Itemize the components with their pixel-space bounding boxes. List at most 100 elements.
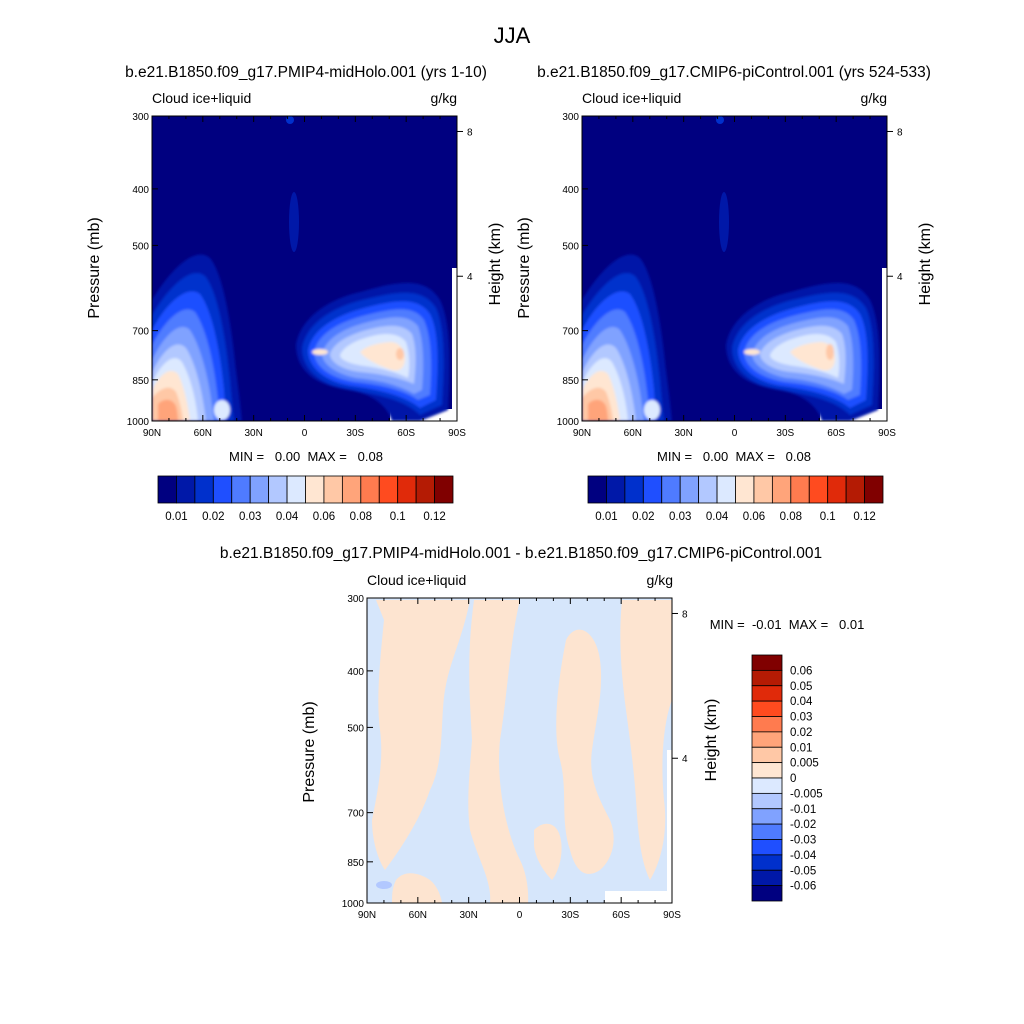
- panel-1-colorbar-label: 0.06: [313, 511, 335, 523]
- panel-1-colorbar-box: [378, 475, 399, 504]
- panel-3-x-tick-label: 90N: [358, 910, 376, 921]
- panel-1-sh-cloud-tongue: [312, 349, 328, 355]
- panel-2-colorbar-box: [864, 475, 884, 504]
- panel-2-y-axis: 300 400 500 700 850 1000 8 4: [557, 112, 903, 428]
- panel-3-colorbar-label: -0.005: [790, 788, 823, 800]
- panel-3-y-tick-label: 300: [347, 594, 364, 605]
- panel-3-colorbar-label: -0.01: [790, 804, 816, 816]
- panel-3-y-right-tick-label: 8: [682, 609, 688, 620]
- panel-2-variable-label: Cloud ice+liquid: [582, 90, 681, 106]
- panel-1-variable-label: Cloud ice+liquid: [152, 90, 251, 106]
- panel-3-y-tick-label: 1000: [342, 899, 365, 910]
- panel-1-colorbar-box: [434, 475, 454, 504]
- panel-2-x-tick-label: 60S: [827, 428, 845, 439]
- panel-3-colorbar-box: [751, 885, 783, 902]
- panel-2-colorbar-label: 0.12: [853, 511, 875, 523]
- panel-2-colorbar-box: [606, 475, 626, 504]
- panel-3-title: b.e21.B1850.f09_g17.PMIP4-midHolo.001 - …: [220, 545, 822, 562]
- panel-1-y-tick-label: 850: [132, 376, 149, 387]
- panel-1-x-tick-label: 60N: [194, 428, 212, 439]
- panel-1-colorbar-box: [194, 475, 214, 504]
- panel-3-field: [367, 598, 672, 903]
- panel-2-x-axis: 90N 60N 30N 0 30S 60S 90S: [573, 116, 896, 439]
- panel-1-sh-level-9: [396, 348, 404, 360]
- panel-2-sh-level-8: [790, 342, 835, 371]
- panel-3-colorbar-box: [751, 839, 783, 856]
- panel-3-x-tick-label: 90S: [663, 910, 681, 921]
- panel-1-colorbar-box: [286, 475, 306, 504]
- panel-1-nh-level-10: [158, 399, 178, 421]
- panel-2-colorbar-label: 0.01: [595, 511, 617, 523]
- panel-2-northern-low-cloud: [582, 254, 672, 421]
- panel-3-positive-region-3: [556, 629, 614, 874]
- panel-2-colorbar-box: [845, 475, 865, 504]
- panel-2-colorbar-box: [679, 475, 700, 504]
- panel-2-colorbar-box: [642, 475, 663, 504]
- panel-3-positive-region-4: [620, 600, 672, 880]
- panel-2-colorbar-box: [771, 475, 792, 504]
- panel-1-colorbar-box: [305, 475, 325, 504]
- panel-1-missing-region-right: [452, 268, 457, 421]
- panel-1-units-label: g/kg: [431, 90, 457, 106]
- panel-3-colorbar-label: 0.03: [790, 712, 812, 724]
- panel-1-x-tick-label: 0: [302, 428, 308, 439]
- panel-2-colorbar-box: [716, 475, 736, 504]
- panel-1: b.e21.B1850.f09_g17.PMIP4-midHolo.001 (y…: [86, 64, 504, 523]
- panel-3-colorbar-box: [751, 669, 783, 687]
- panel-2-sh-cloud-tongue: [744, 349, 760, 355]
- panel-2-y-right-tick-label: 8: [897, 127, 903, 138]
- panel-3-positive-region-6: [534, 823, 562, 880]
- panel-1-sh-level-8: [360, 342, 405, 371]
- panel-3-x-tick-label: 60N: [409, 910, 427, 921]
- panel-1-title: b.e21.B1850.f09_g17.PMIP4-midHolo.001 (y…: [125, 64, 487, 81]
- panel-1-x-axis: 90N 60N 30N 0 30S 60S 90S: [143, 116, 466, 439]
- panel-2-colorbar-label: 0.02: [632, 511, 654, 523]
- panel-2-title: b.e21.B1850.f09_g17.CMIP6-piControl.001 …: [537, 64, 931, 81]
- panel-1-y-tick-label: 400: [132, 185, 149, 196]
- panel-3-colorbar-label: 0.04: [790, 696, 813, 708]
- panel-1-southern-low-cloud: [296, 282, 450, 421]
- panel-2-colorbar-box: [698, 475, 718, 504]
- panel-1-colorbar-box: [268, 475, 288, 504]
- panel-3-positive-region-5: [392, 873, 442, 903]
- panel-3-colorbar-box: [751, 731, 783, 748]
- panel-2-colorbar-box: [661, 475, 681, 504]
- panel-3-colorbar-label: 0.05: [790, 681, 812, 693]
- panel-3-y-tick-label: 400: [347, 667, 364, 678]
- panel-3-positive-region-1: [372, 600, 470, 870]
- panel-3-colorbar-label: 0: [790, 773, 796, 785]
- panel-1-y-right-tick-label: 4: [467, 272, 473, 283]
- panel-1-colorbar-box: [249, 475, 270, 504]
- panel-3-colorbar-label: -0.04: [790, 850, 817, 862]
- panel-2-colorbar-box: [587, 475, 607, 504]
- panel-3-colorbar-label: -0.06: [790, 881, 816, 893]
- panel-2-colorbar-box: [827, 475, 847, 504]
- panel-2-y-tick-label: 400: [562, 185, 579, 196]
- panel-3-colorbar-label: 0.02: [790, 727, 812, 739]
- panel-3-colorbar-label: -0.03: [790, 835, 816, 847]
- panel-3-x-axis: 90N 60N 30N 0 30S 60S 90S: [358, 598, 681, 921]
- panel-3-y-axis-label: Pressure (mb): [301, 701, 318, 802]
- panel-3-positive-region-2: [468, 600, 529, 903]
- panel-1-colorbar-label: 0.08: [350, 511, 372, 523]
- panel-3-variable-label: Cloud ice+liquid: [367, 572, 466, 588]
- panel-1-y-right-tick-label: 8: [467, 127, 473, 138]
- panel-1-y-tick-label: 300: [132, 112, 149, 123]
- panel-3-x-tick-label: 30S: [561, 910, 579, 921]
- panel-2-x-tick-label: 60N: [624, 428, 642, 439]
- panel-3-colorbar-box: [751, 685, 783, 702]
- panel-3-colorbar: 0.06 0.05 0.04 0.03 0.02 0.01 0.005 0 -0.005 -0.0…: [751, 654, 823, 902]
- panel-2-x-tick-label: 0: [732, 428, 738, 439]
- panel-3-colorbar-label: 0.01: [790, 742, 812, 754]
- panel-1-y-tick-label: 700: [132, 327, 149, 338]
- panel-2-colorbar-label: 0.03: [669, 511, 691, 523]
- panel-3-colorbar-box: [751, 869, 783, 887]
- panel-2-y-tick-label: 300: [562, 112, 579, 123]
- panel-2-y-axis-right-label: Height (km): [917, 223, 934, 306]
- panel-1-x-tick-label: 90N: [143, 428, 161, 439]
- panel-1-x-tick-label: 90S: [448, 428, 466, 439]
- figure-title: JJA: [494, 23, 531, 48]
- panel-1-colorbar-box: [397, 475, 417, 504]
- panel-1-colorbar-box: [231, 475, 251, 504]
- panel-3-colorbar-box: [751, 808, 783, 825]
